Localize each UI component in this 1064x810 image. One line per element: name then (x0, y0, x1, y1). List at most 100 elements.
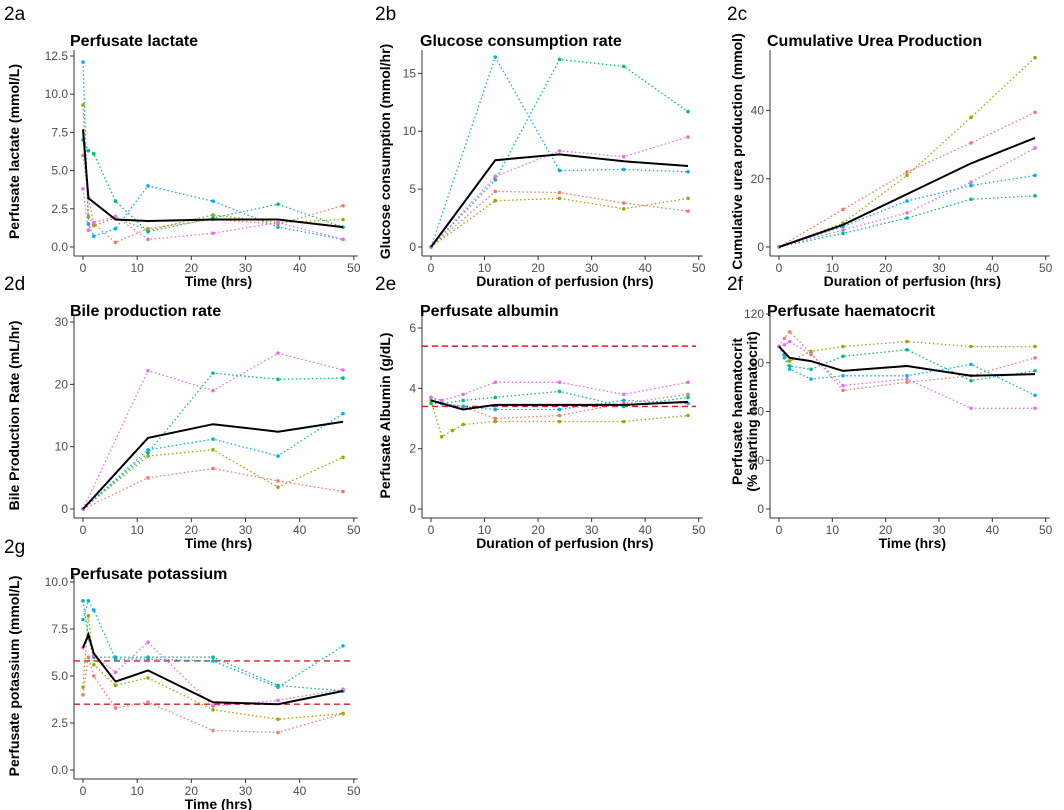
data-point-olive (787, 359, 792, 363)
data-point-red (905, 170, 909, 174)
panel-label: 2f (727, 274, 744, 295)
chart-title: Glucose consumption rate (420, 33, 622, 50)
data-point-pink (113, 214, 118, 219)
data-point-blue (969, 183, 973, 188)
panel-2g: 2g Perfusate potassium 0 10 20 30 40 50 0.0 2.5 5.… (4, 537, 361, 810)
data-point-pink (969, 180, 973, 184)
data-point-olive (81, 685, 85, 690)
x-axis-label: Duration of perfusion (hrs) (476, 273, 653, 289)
data-point-olive (450, 428, 455, 433)
x-tick-label: 20 (879, 523, 893, 537)
data-point-red (841, 207, 845, 212)
x-tick-label: 20 (185, 784, 199, 798)
data-point-pink (276, 351, 280, 355)
data-point-pink (439, 398, 444, 403)
data-point-blue (782, 356, 787, 360)
data-point-green (81, 599, 85, 603)
data-point-olive (113, 683, 118, 688)
data-point-green (1033, 194, 1037, 198)
x-tick-label: 40 (293, 261, 307, 275)
panel-2c: 2c Cumulative Urea Production 0 10 20 30 40 50 0… (727, 4, 1053, 289)
data-point-green (686, 395, 690, 400)
data-point-red (146, 476, 150, 480)
panel-label: 2g (4, 537, 25, 558)
y-tick-label: 40 (751, 104, 765, 118)
data-point-olive (276, 485, 280, 489)
data-point-red (686, 209, 690, 213)
data-point-red (81, 153, 85, 158)
data-point-pink (341, 368, 345, 372)
y-tick-label: 2.5 (51, 202, 68, 216)
data-point-green (809, 367, 813, 372)
data-point-pink (146, 640, 150, 644)
panel-label: 2c (727, 4, 747, 25)
data-point-pink (429, 395, 433, 400)
y-tick-label: 120 (744, 307, 764, 321)
y-tick-label: 0 (757, 502, 764, 516)
data-point-pink (787, 339, 792, 344)
y-tick-label: 5.0 (51, 669, 68, 683)
data-point-olive (493, 198, 498, 203)
data-point-blue (905, 199, 909, 203)
y-tick-label: 0.0 (51, 240, 68, 254)
y-tick-label: 90 (751, 356, 765, 370)
series-line-blue (430, 55, 689, 248)
data-point-blue (146, 657, 150, 661)
data-point-blue (146, 447, 150, 452)
data-point-green (841, 354, 845, 359)
data-point-olive (905, 339, 909, 344)
data-point-pink (809, 352, 813, 357)
data-point-olive (86, 214, 91, 219)
data-point-pink (341, 237, 345, 242)
data-point-blue (276, 454, 280, 458)
data-point-olive (686, 196, 690, 201)
data-point-blue (841, 373, 845, 378)
series-line-green (430, 58, 689, 248)
data-point-pink (493, 380, 498, 385)
data-point-pink (621, 154, 626, 159)
y-tick-label: 5.0 (51, 164, 68, 178)
data-point-blue (341, 411, 345, 416)
data-point-pink (782, 343, 787, 347)
data-point-olive (1033, 55, 1037, 60)
data-point-olive (81, 103, 85, 107)
x-tick-label: 10 (826, 261, 840, 275)
data-point-red (841, 388, 845, 393)
x-tick-label: 10 (826, 523, 840, 537)
data-point-olive (146, 454, 150, 458)
data-point-green (787, 364, 792, 368)
data-point-olive (341, 217, 345, 222)
mean-line (82, 420, 344, 510)
data-point-blue (621, 398, 626, 403)
data-point-red (341, 203, 345, 208)
data-point-red (621, 201, 626, 205)
data-point-green (86, 148, 91, 153)
x-axis-label: Time (hrs) (879, 535, 946, 551)
data-point-blue (493, 55, 498, 59)
x-tick-label: 30 (239, 784, 253, 798)
panel-2d: 2d Bile production rate 0 10 20 30 40 50 0 10 20 30… (4, 274, 361, 551)
data-point-olive (211, 447, 215, 452)
panel-label: 2d (4, 274, 25, 295)
data-point-blue (461, 404, 465, 409)
data-point-pink (557, 149, 562, 153)
x-tick-label: 0 (428, 261, 435, 275)
data-point-red (276, 730, 280, 735)
data-point-olive (841, 344, 845, 349)
data-point-pink (493, 174, 498, 179)
data-point-pink (211, 388, 215, 393)
data-point-olive (211, 213, 215, 217)
data-point-red (905, 380, 909, 385)
series-line-olive (82, 449, 344, 510)
series-line-red (778, 111, 1036, 248)
data-point-blue (276, 685, 280, 690)
data-point-olive (809, 349, 813, 354)
data-point-green (621, 64, 626, 69)
y-tick-label: 30 (55, 315, 69, 329)
data-point-red (146, 700, 150, 705)
x-tick-label: 20 (531, 261, 545, 275)
data-point-pink (905, 377, 909, 381)
x-axis-label: Duration of perfusion (hrs) (824, 273, 1001, 289)
x-tick-label: 0 (428, 523, 435, 537)
data-point-blue (557, 407, 562, 412)
